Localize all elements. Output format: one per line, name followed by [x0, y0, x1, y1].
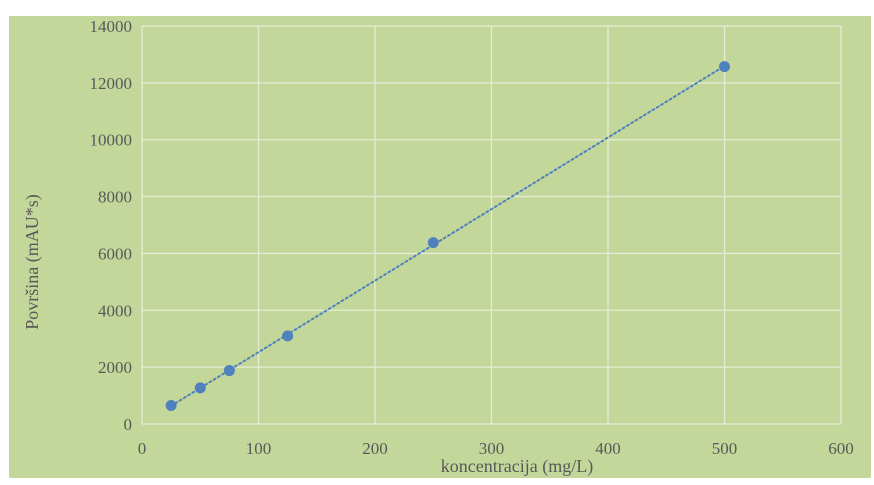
- chart-background: [9, 16, 871, 478]
- x-tick-label: 400: [595, 439, 621, 458]
- y-tick-label: 4000: [98, 301, 132, 320]
- data-point: [224, 365, 235, 376]
- x-tick-label: 200: [362, 439, 388, 458]
- data-point: [282, 330, 293, 341]
- data-point: [195, 382, 206, 393]
- x-tick-label: 600: [828, 439, 854, 458]
- y-tick-label: 6000: [98, 244, 132, 263]
- y-tick-label: 10000: [90, 131, 133, 150]
- y-tick-label: 2000: [98, 358, 132, 377]
- y-axis-title: Površina (mAU*s): [22, 194, 43, 330]
- data-point: [719, 61, 730, 72]
- y-tick-label: 14000: [90, 17, 133, 36]
- data-point: [166, 400, 177, 411]
- x-tick-label: 100: [246, 439, 272, 458]
- x-tick-label: 500: [712, 439, 738, 458]
- y-tick-label: 12000: [90, 74, 133, 93]
- y-tick-label: 0: [124, 415, 133, 434]
- y-tick-label: 8000: [98, 188, 132, 207]
- x-axis-title: koncentracija (mg/L): [441, 456, 593, 477]
- x-tick-label: 0: [138, 439, 147, 458]
- data-point: [428, 237, 439, 248]
